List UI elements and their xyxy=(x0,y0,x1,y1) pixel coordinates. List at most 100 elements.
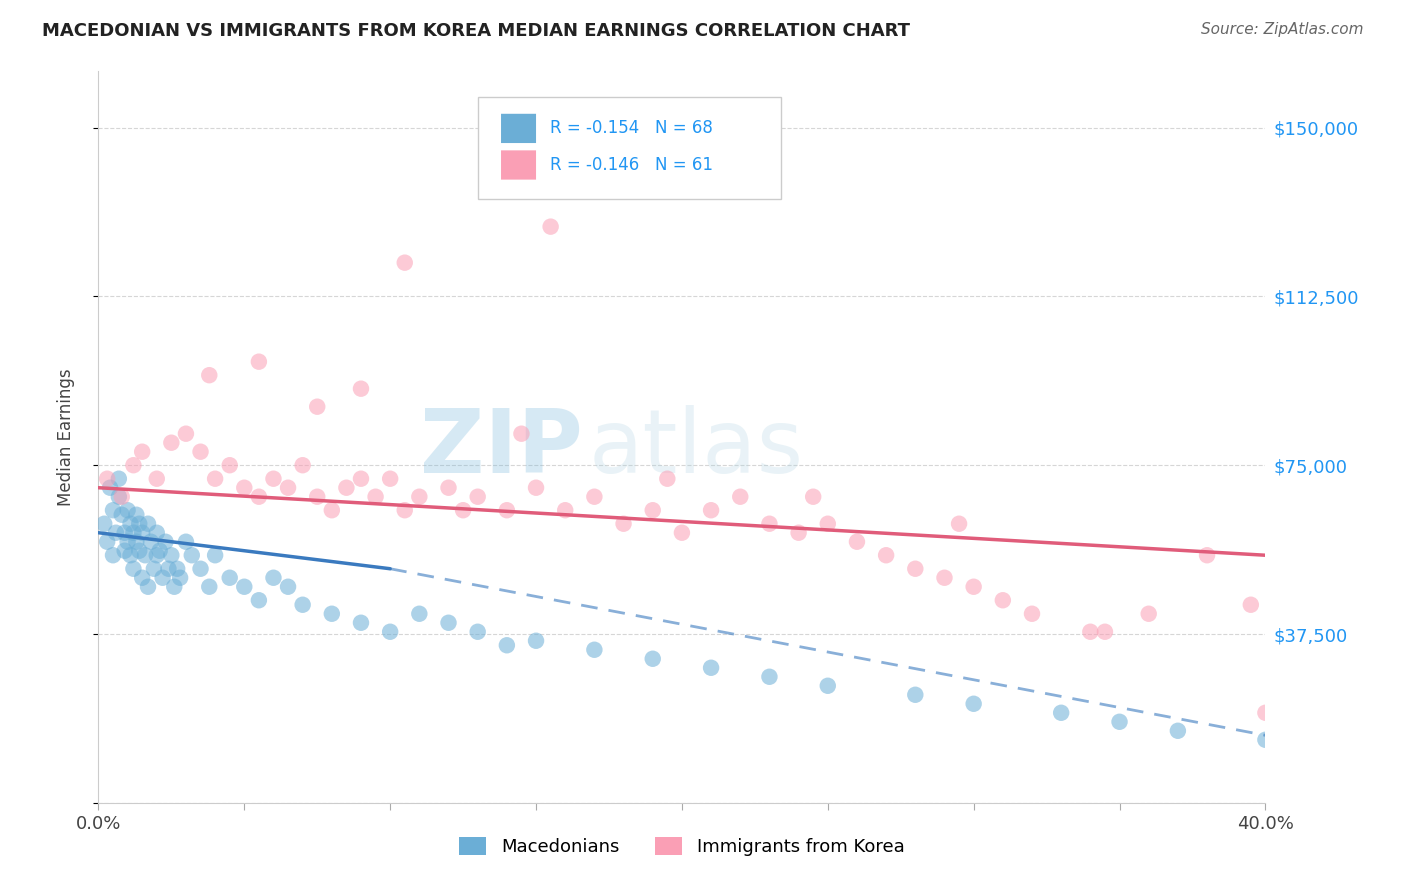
FancyBboxPatch shape xyxy=(478,97,782,200)
Point xyxy=(111,508,134,522)
Point xyxy=(364,490,387,504)
Point xyxy=(247,354,270,368)
Text: atlas: atlas xyxy=(589,405,804,491)
Point xyxy=(350,382,373,396)
Point xyxy=(350,472,373,486)
Point xyxy=(114,543,136,558)
Point xyxy=(128,516,150,531)
Point xyxy=(174,426,197,441)
Point xyxy=(142,562,165,576)
Point xyxy=(155,534,177,549)
Point xyxy=(139,534,162,549)
Point xyxy=(233,481,256,495)
Point xyxy=(104,525,127,540)
Point xyxy=(136,580,159,594)
Point xyxy=(408,607,430,621)
Point xyxy=(128,543,150,558)
Point xyxy=(437,481,460,495)
Point xyxy=(169,571,191,585)
Point xyxy=(111,490,134,504)
Point xyxy=(96,472,118,486)
Point xyxy=(198,580,221,594)
Point xyxy=(321,607,343,621)
Point xyxy=(394,503,416,517)
Point xyxy=(1050,706,1073,720)
Point xyxy=(122,458,145,473)
Point xyxy=(801,490,824,504)
Point xyxy=(131,571,153,585)
Point xyxy=(437,615,460,630)
Point xyxy=(380,472,402,486)
Point xyxy=(180,548,202,562)
Point xyxy=(166,562,188,576)
Point xyxy=(1080,624,1102,639)
Point xyxy=(263,472,285,486)
Point xyxy=(120,516,142,531)
Point xyxy=(101,548,124,562)
Point xyxy=(583,490,606,504)
Point xyxy=(408,490,430,504)
Point xyxy=(700,661,723,675)
Point xyxy=(730,490,752,504)
Point xyxy=(152,571,174,585)
Point xyxy=(198,368,221,383)
Point xyxy=(554,503,576,517)
Point xyxy=(131,525,153,540)
Point xyxy=(962,580,984,594)
Text: R = -0.146   N = 61: R = -0.146 N = 61 xyxy=(550,156,713,174)
Point xyxy=(451,503,474,517)
Point xyxy=(101,503,124,517)
Point xyxy=(134,548,156,562)
Point xyxy=(108,472,131,486)
Point xyxy=(394,255,416,269)
Point xyxy=(948,516,970,531)
Point xyxy=(131,444,153,458)
Point xyxy=(641,503,664,517)
Point xyxy=(510,426,533,441)
Point xyxy=(174,534,197,549)
Point xyxy=(904,688,927,702)
Point xyxy=(93,516,115,531)
Point xyxy=(934,571,956,585)
Point xyxy=(380,624,402,639)
Point xyxy=(291,598,314,612)
Point xyxy=(204,472,226,486)
Point xyxy=(96,534,118,549)
Point xyxy=(125,508,148,522)
Point xyxy=(904,562,927,576)
Point xyxy=(218,458,240,473)
Point xyxy=(1137,607,1160,621)
Point xyxy=(108,490,131,504)
Point xyxy=(613,516,636,531)
Point xyxy=(335,481,357,495)
Point xyxy=(190,562,212,576)
Point xyxy=(247,593,270,607)
Point xyxy=(125,534,148,549)
Point xyxy=(496,638,519,652)
Point xyxy=(1021,607,1043,621)
Point xyxy=(98,481,121,495)
FancyBboxPatch shape xyxy=(501,114,536,143)
Point xyxy=(307,400,329,414)
Point xyxy=(817,516,839,531)
Point xyxy=(163,580,186,594)
Point xyxy=(146,472,169,486)
Point xyxy=(583,642,606,657)
Point xyxy=(120,548,142,562)
Y-axis label: Median Earnings: Median Earnings xyxy=(56,368,75,506)
Point xyxy=(277,580,299,594)
Point xyxy=(233,580,256,594)
Point xyxy=(846,534,869,549)
Point xyxy=(657,472,679,486)
Point xyxy=(524,633,547,648)
Point xyxy=(540,219,562,234)
Point xyxy=(758,670,780,684)
Point xyxy=(467,490,489,504)
Point xyxy=(136,516,159,531)
FancyBboxPatch shape xyxy=(501,151,536,179)
Point xyxy=(1240,598,1263,612)
Point xyxy=(122,525,145,540)
Point xyxy=(146,525,169,540)
Point xyxy=(758,516,780,531)
Point xyxy=(277,481,299,495)
